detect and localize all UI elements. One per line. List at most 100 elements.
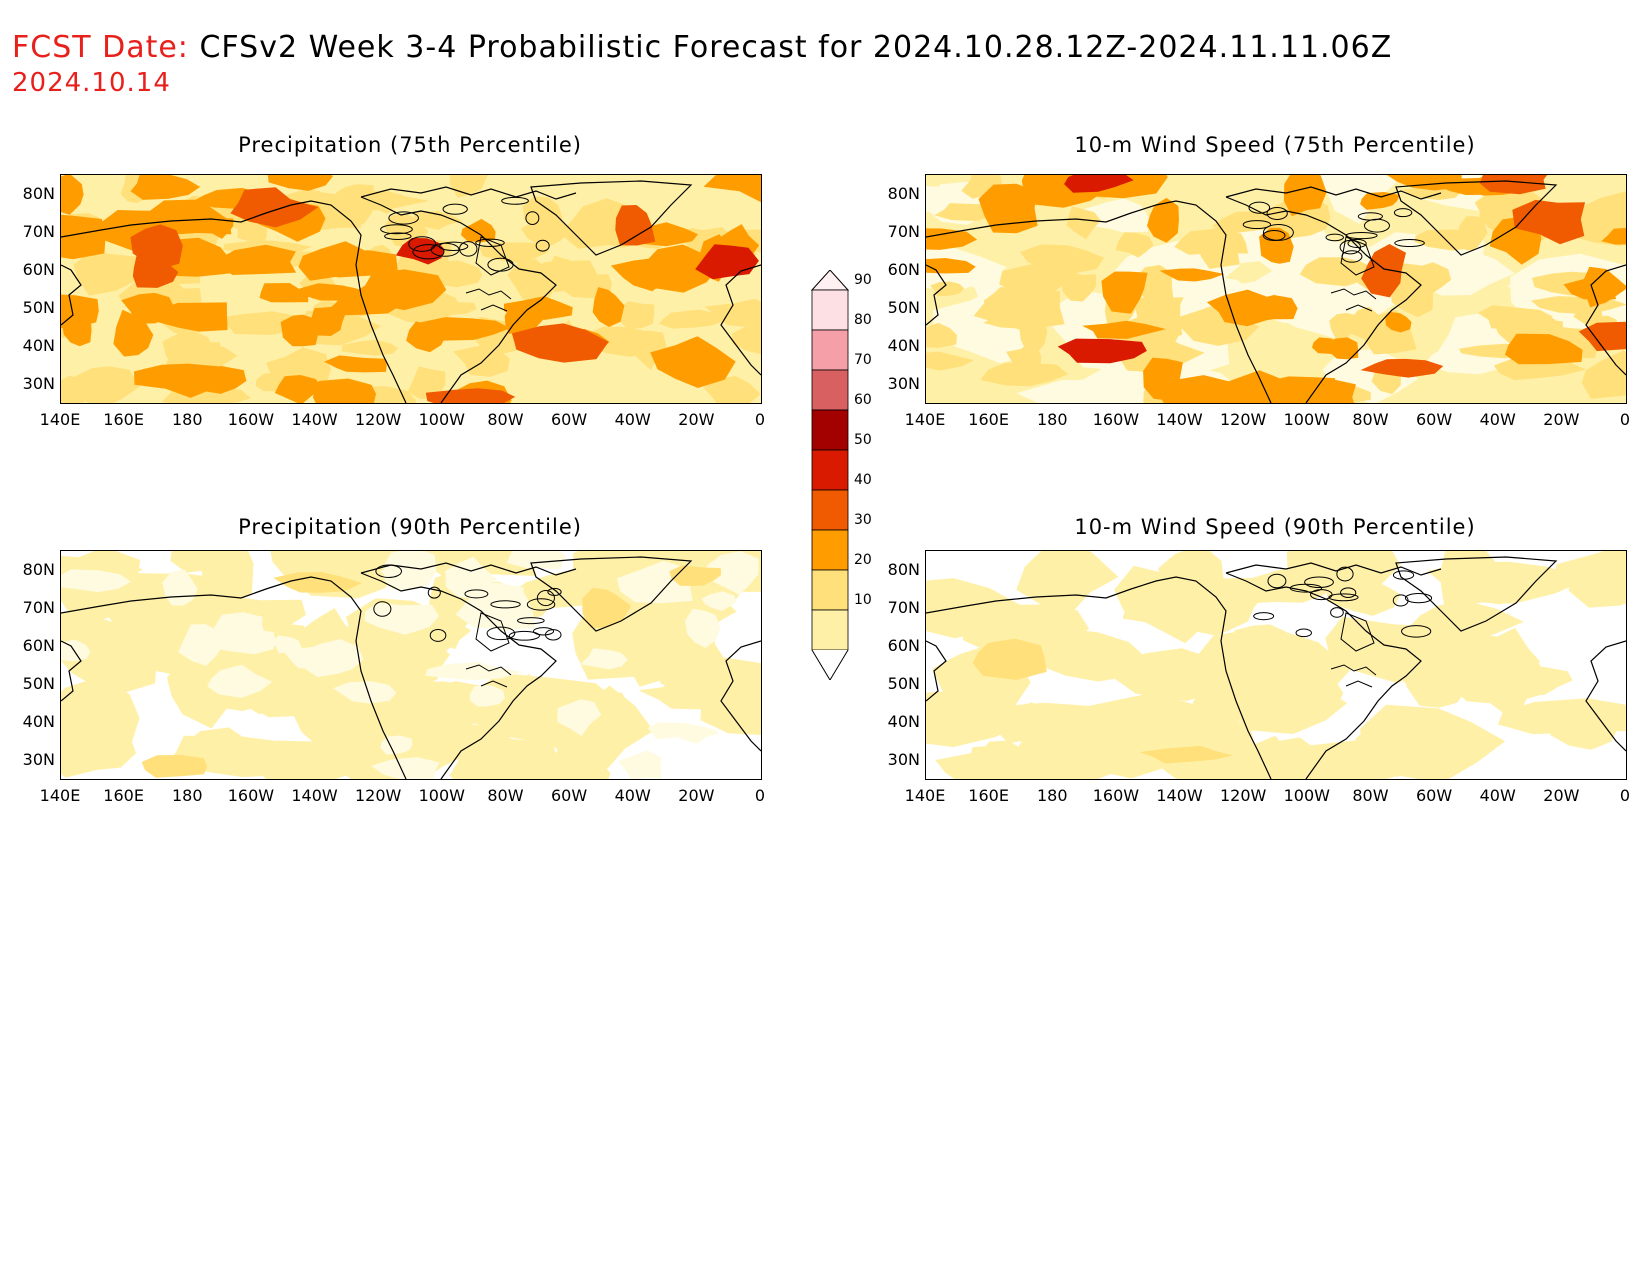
lon-tick-label: 60W bbox=[550, 410, 588, 429]
lat-tick-label: 80N bbox=[887, 184, 920, 203]
lon-tick-label: 160W bbox=[227, 410, 275, 429]
colorbar-label: 30 bbox=[854, 512, 872, 528]
lat-tick-label: 60N bbox=[22, 260, 55, 279]
lon-tick-label: 160E bbox=[103, 410, 144, 429]
panel-title: 10-m Wind Speed (90th Percentile) bbox=[1074, 515, 1476, 539]
lon-tick-label: 0 bbox=[1619, 410, 1631, 429]
map-wind-75 bbox=[925, 174, 1627, 404]
lon-tick-label: 140W bbox=[1156, 410, 1203, 429]
fcst-date-label: FCST Date: bbox=[12, 30, 189, 65]
lat-tick-label: 70N bbox=[887, 598, 920, 617]
lat-tick-label: 30N bbox=[887, 750, 920, 769]
lon-tick-label: 0 bbox=[754, 786, 766, 805]
lon-tick-label: 20W bbox=[1543, 786, 1580, 805]
lon-tick-label: 160E bbox=[968, 786, 1009, 805]
lon-tick-label: 40W bbox=[614, 786, 651, 805]
lon-tick-label: 140W bbox=[291, 410, 338, 429]
fcst-date-value: 2024.10.14 bbox=[12, 68, 171, 98]
lon-tick-label: 180 bbox=[171, 410, 203, 429]
lat-tick-label: 70N bbox=[887, 222, 920, 241]
lon-tick-label: 60W bbox=[1415, 786, 1453, 805]
map-precip-75 bbox=[60, 174, 762, 404]
lon-tick-label: 60W bbox=[550, 786, 588, 805]
lat-tick-label: 80N bbox=[887, 560, 920, 579]
lon-tick-label: 100W bbox=[418, 410, 465, 429]
lon-tick-label: 100W bbox=[1283, 786, 1330, 805]
colorbar-scale bbox=[810, 269, 850, 681]
colorbar-label: 80 bbox=[854, 312, 872, 328]
lat-tick-label: 70N bbox=[22, 598, 55, 617]
lat-tick-label: 60N bbox=[22, 636, 55, 655]
lon-tick-label: 160W bbox=[1092, 786, 1140, 805]
panel-title: Precipitation (90th Percentile) bbox=[238, 515, 582, 539]
colorbar-label: 60 bbox=[854, 392, 872, 408]
lon-tick-label: 140E bbox=[904, 410, 946, 429]
lon-tick-label: 160W bbox=[1092, 410, 1140, 429]
lon-tick-label: 180 bbox=[171, 786, 203, 805]
lon-tick-label: 120W bbox=[354, 410, 402, 429]
forecast-header: FCST Date: CFSv2 Week 3-4 Probabilistic … bbox=[12, 30, 1392, 65]
colorbar-bin bbox=[811, 489, 849, 531]
lon-tick-label: 100W bbox=[418, 786, 465, 805]
lon-tick-label: 40W bbox=[1479, 786, 1516, 805]
colorbar-label: 90 bbox=[854, 272, 872, 288]
lon-tick-label: 80W bbox=[487, 410, 524, 429]
panel-title: 10-m Wind Speed (75th Percentile) bbox=[1074, 133, 1476, 157]
map-precip-90 bbox=[60, 550, 762, 780]
lon-tick-label: 80W bbox=[1352, 786, 1389, 805]
panel-title: Precipitation (75th Percentile) bbox=[238, 133, 582, 157]
colorbar: 90 80 70 60 50 40 30 20 10 bbox=[810, 269, 872, 684]
forecast-title: CFSv2 Week 3-4 Probabilistic Forecast fo… bbox=[199, 30, 1393, 65]
lat-tick-label: 80N bbox=[22, 184, 55, 203]
lat-tick-label: 50N bbox=[22, 298, 55, 317]
lon-tick-label: 120W bbox=[354, 786, 402, 805]
colorbar-bin bbox=[811, 609, 849, 651]
lon-tick-label: 0 bbox=[754, 410, 766, 429]
lat-tick-label: 40N bbox=[887, 336, 920, 355]
lon-tick-label: 20W bbox=[1543, 410, 1580, 429]
colorbar-cap-top bbox=[810, 269, 850, 291]
colorbar-bin bbox=[811, 449, 849, 491]
lon-tick-label: 0 bbox=[1619, 786, 1631, 805]
lat-tick-label: 70N bbox=[22, 222, 55, 241]
lon-tick-label: 60W bbox=[1415, 410, 1453, 429]
lon-tick-label: 120W bbox=[1219, 410, 1267, 429]
lon-tick-label: 140E bbox=[39, 410, 81, 429]
lat-tick-label: 50N bbox=[887, 674, 920, 693]
lon-tick-label: 160W bbox=[227, 786, 275, 805]
lon-tick-label: 160E bbox=[103, 786, 144, 805]
lon-tick-label: 180 bbox=[1036, 410, 1068, 429]
lon-tick-label: 40W bbox=[1479, 410, 1516, 429]
lon-tick-label: 100W bbox=[1283, 410, 1330, 429]
colorbar-label: 10 bbox=[854, 592, 872, 608]
lat-tick-label: 60N bbox=[887, 636, 920, 655]
lat-tick-label: 30N bbox=[22, 750, 55, 769]
colorbar-bin bbox=[811, 529, 849, 571]
lat-tick-label: 30N bbox=[887, 374, 920, 393]
map-wind-90 bbox=[925, 550, 1627, 780]
colorbar-bin bbox=[811, 329, 849, 371]
lon-tick-label: 140W bbox=[291, 786, 338, 805]
lon-tick-label: 120W bbox=[1219, 786, 1267, 805]
colorbar-cap-bottom bbox=[811, 649, 849, 681]
lat-tick-label: 40N bbox=[22, 336, 55, 355]
lon-tick-label: 160E bbox=[968, 410, 1009, 429]
lon-tick-label: 40W bbox=[614, 410, 651, 429]
colorbar-label: 40 bbox=[854, 472, 872, 488]
lon-tick-label: 20W bbox=[678, 410, 715, 429]
lat-tick-label: 50N bbox=[887, 298, 920, 317]
colorbar-bin bbox=[811, 409, 849, 451]
colorbar-label: 50 bbox=[854, 432, 872, 448]
lon-tick-label: 80W bbox=[487, 786, 524, 805]
lon-tick-label: 140E bbox=[904, 786, 946, 805]
colorbar-label: 20 bbox=[854, 552, 872, 568]
lon-tick-label: 80W bbox=[1352, 410, 1389, 429]
lat-tick-label: 80N bbox=[22, 560, 55, 579]
lat-tick-label: 40N bbox=[22, 712, 55, 731]
colorbar-bin bbox=[811, 569, 849, 611]
lon-tick-label: 180 bbox=[1036, 786, 1068, 805]
lon-tick-label: 140W bbox=[1156, 786, 1203, 805]
colorbar-label: 70 bbox=[854, 352, 872, 368]
lat-tick-label: 50N bbox=[22, 674, 55, 693]
lat-tick-label: 40N bbox=[887, 712, 920, 731]
